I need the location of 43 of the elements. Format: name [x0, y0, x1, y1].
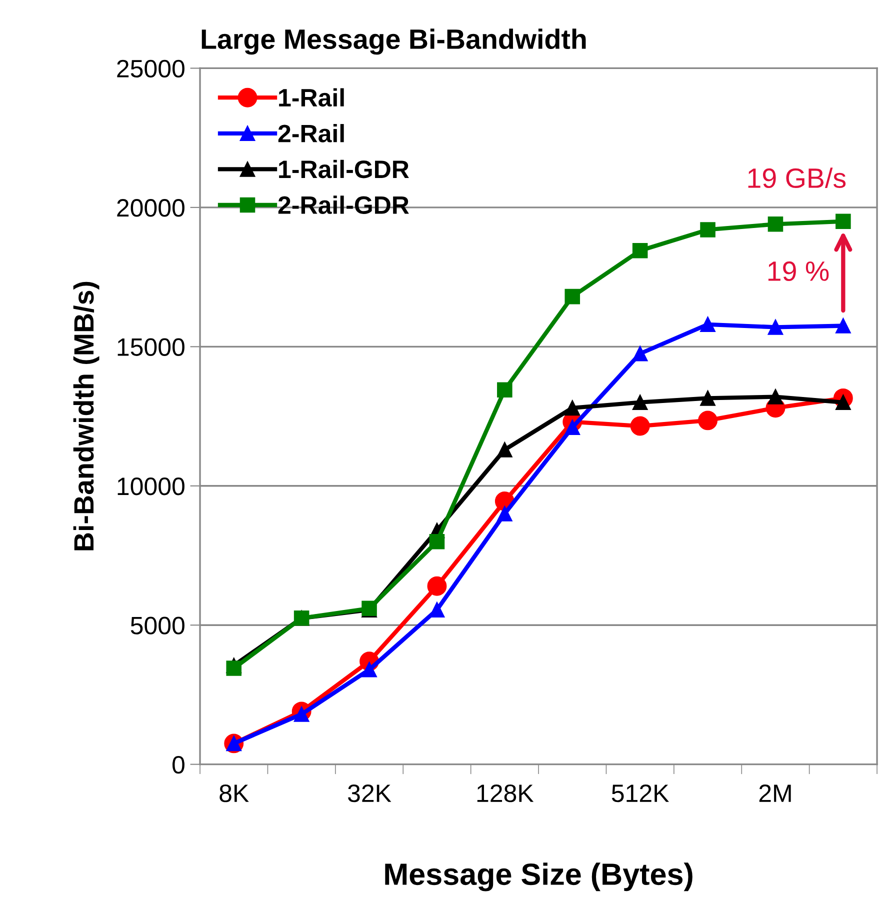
- legend-label: 2-Rail: [278, 124, 344, 142]
- point: [632, 346, 648, 362]
- legend-label: 1-Rail-GDR: [279, 160, 409, 178]
- point: [836, 214, 851, 230]
- x-tick-label: 8K: [220, 784, 249, 802]
- legend-label: 1-Rail: [279, 88, 344, 107]
- point: [700, 316, 716, 332]
- point: [768, 320, 784, 335]
- point: [700, 222, 716, 238]
- point: [497, 382, 512, 398]
- annotation: 19 %: [768, 261, 829, 282]
- point: [632, 242, 648, 258]
- annotation: 19 GB/s: [748, 168, 846, 188]
- x-tick-label: 128K: [477, 784, 534, 802]
- point: [564, 288, 580, 304]
- point: [497, 506, 512, 522]
- point: [632, 394, 648, 410]
- x-tick-label: 32K: [348, 784, 392, 802]
- point: [836, 318, 851, 334]
- point: [700, 390, 716, 406]
- x-tick-label: 512K: [612, 784, 669, 802]
- x-axis-title: Message Size (Bytes): [385, 862, 692, 892]
- point: [429, 534, 445, 550]
- point: [698, 410, 718, 430]
- legend-label: 2-Rail-GDR: [278, 196, 409, 214]
- point: [564, 400, 580, 416]
- y-tick-label: 15000: [118, 338, 184, 356]
- point: [630, 416, 650, 436]
- x-tick-label: 2M: [759, 784, 791, 802]
- y-tick-label: 0: [172, 756, 184, 774]
- point: [497, 442, 512, 458]
- point: [768, 389, 784, 404]
- chart-title: Large Message Bi-Bandwidth: [202, 28, 586, 55]
- y-tick-label: 10000: [118, 477, 184, 496]
- y-tick-label: 25000: [117, 60, 184, 78]
- point: [226, 660, 242, 676]
- point: [362, 662, 377, 678]
- point: [768, 216, 784, 232]
- point: [564, 420, 580, 436]
- y-tick-label: 5000: [130, 616, 184, 634]
- point: [427, 576, 447, 596]
- y-axis-title: Bi-Bandwidth (MB/s): [73, 282, 100, 550]
- y-tick-label: 20000: [117, 199, 184, 217]
